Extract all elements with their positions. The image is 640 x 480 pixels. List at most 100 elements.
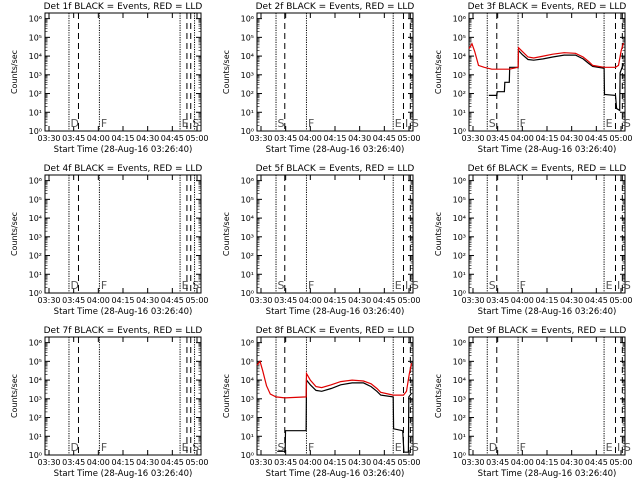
x-tick-label: 04:30 (560, 296, 583, 305)
chart-title: Det 6f BLACK = Events, RED = LLD (468, 164, 627, 174)
chart-panel-1: Det 1f BLACK = Events, RED = LLD 10⁰ 10¹ 10… (10, 2, 209, 155)
chart-panel-4: Det 4f BLACK = Events, RED = LLD 10⁰ 10¹ 10… (10, 164, 209, 317)
marker-label: S (192, 279, 199, 292)
chart-panel-9: Det 9f BLACK = Events, RED = LLD 10⁰ 10¹ 10… (434, 326, 633, 479)
marker-label: E (182, 441, 189, 454)
x-tick-label: 04:15 (535, 134, 558, 143)
x-tick-label: 03:30 (461, 134, 484, 143)
x-tick-label: 04:45 (373, 134, 396, 143)
marker-label: S (278, 279, 285, 292)
x-tick-label: 04:00 (299, 296, 322, 305)
marker-label: F (520, 441, 526, 454)
x-tick-label: 05:00 (185, 458, 208, 467)
x-axis-label: Start Time (28-Aug-16 03:26:40) (478, 145, 617, 155)
y-tick-label: 10⁰ (241, 127, 254, 136)
y-tick-label: 10⁴ (29, 214, 42, 223)
marker-label: E (182, 117, 189, 130)
y-tick-label: 10⁵ (241, 195, 254, 204)
chart-panel-8: Det 8f BLACK = Events, RED = LLD 10⁰ 10¹ 10… (222, 326, 421, 479)
x-tick-label: 04:30 (348, 134, 371, 143)
y-tick-label: 10⁵ (241, 357, 254, 366)
y-tick-label: 10⁰ (29, 451, 42, 460)
y-tick-label: 10⁴ (453, 376, 466, 385)
x-tick-label: 04:45 (161, 134, 184, 143)
x-tick-label: 04:45 (373, 296, 396, 305)
marker-label: S (624, 441, 631, 454)
y-tick-label: 10² (29, 90, 42, 99)
y-tick-label: 10¹ (241, 432, 254, 441)
marker-label: D (70, 279, 78, 292)
marker-label: S (192, 441, 199, 454)
y-tick-label: 10¹ (29, 270, 42, 279)
y-axis-label: Counts/sec (434, 50, 443, 94)
y-tick-label: 10⁰ (241, 451, 254, 460)
marker-label: E (606, 117, 613, 130)
x-tick-label: 04:30 (136, 134, 159, 143)
x-tick-label: 03:30 (37, 458, 60, 467)
y-axis-label: Counts/sec (434, 374, 443, 418)
y-tick-label: 10⁴ (453, 52, 466, 61)
x-tick-label: 03:45 (62, 296, 85, 305)
y-tick-label: 10⁵ (453, 195, 466, 204)
x-tick-label: 03:45 (274, 134, 297, 143)
y-tick-label: 10⁶ (241, 339, 254, 348)
y-tick-label: 10⁶ (29, 15, 42, 24)
marker-label: S (412, 117, 419, 130)
y-tick-label: 10³ (241, 233, 254, 242)
x-tick-label: 03:45 (486, 134, 509, 143)
marker-label: D (489, 441, 497, 454)
y-tick-label: 10⁵ (241, 33, 254, 42)
x-tick-label: 05:00 (609, 134, 632, 143)
x-tick-label: 03:45 (62, 458, 85, 467)
x-axis-label: Start Time (28-Aug-16 03:26:40) (478, 307, 617, 317)
x-tick-label: 04:30 (136, 458, 159, 467)
y-axis-label: Counts/sec (10, 50, 19, 94)
x-tick-label: 04:30 (560, 458, 583, 467)
x-tick-label: 03:45 (486, 296, 509, 305)
x-axis-label: Start Time (28-Aug-16 03:26:40) (478, 469, 617, 479)
series-line-lld (468, 42, 625, 70)
marker-label: E (182, 279, 189, 292)
x-tick-label: 04:00 (87, 296, 110, 305)
x-tick-label: 05:00 (397, 296, 420, 305)
y-tick-label: 10³ (29, 71, 42, 80)
y-tick-label: 10¹ (453, 432, 466, 441)
y-tick-label: 10⁵ (29, 33, 42, 42)
y-tick-label: 10² (241, 414, 254, 423)
y-axis-label: Counts/sec (222, 212, 231, 256)
y-tick-label: 10⁰ (453, 451, 466, 460)
y-axis-label: Counts/sec (222, 50, 231, 94)
marker-label: E (395, 279, 402, 292)
y-tick-label: 10¹ (241, 270, 254, 279)
y-tick-label: 10¹ (453, 108, 466, 117)
x-tick-label: 03:30 (37, 296, 60, 305)
y-tick-label: 10³ (241, 71, 254, 80)
x-tick-label: 03:30 (37, 134, 60, 143)
marker-label: F (101, 117, 107, 130)
y-tick-label: 10² (453, 252, 466, 261)
x-tick-label: 04:30 (560, 134, 583, 143)
y-axis-label: Counts/sec (434, 212, 443, 256)
marker-label: S (412, 441, 419, 454)
x-tick-label: 04:00 (511, 458, 534, 467)
y-tick-label: 10⁴ (241, 214, 254, 223)
y-tick-label: 10⁴ (241, 376, 254, 385)
y-tick-label: 10² (453, 414, 466, 423)
marker-label: F (308, 441, 314, 454)
x-tick-label: 05:00 (185, 296, 208, 305)
x-tick-label: 04:45 (585, 296, 608, 305)
marker-label: D (70, 441, 78, 454)
y-tick-label: 10⁰ (29, 127, 42, 136)
y-tick-label: 10⁰ (453, 127, 466, 136)
y-tick-label: 10⁶ (29, 339, 42, 348)
y-tick-label: 10¹ (29, 432, 42, 441)
x-tick-label: 03:45 (486, 458, 509, 467)
x-tick-label: 03:30 (461, 296, 484, 305)
plot-frame (256, 174, 414, 294)
chart-title: Det 2f BLACK = Events, RED = LLD (256, 2, 415, 12)
x-tick-label: 04:15 (535, 458, 558, 467)
y-tick-label: 10⁶ (241, 15, 254, 24)
chart-title: Det 5f BLACK = Events, RED = LLD (256, 164, 415, 174)
marker-label: E (606, 279, 613, 292)
x-tick-label: 05:00 (609, 296, 632, 305)
